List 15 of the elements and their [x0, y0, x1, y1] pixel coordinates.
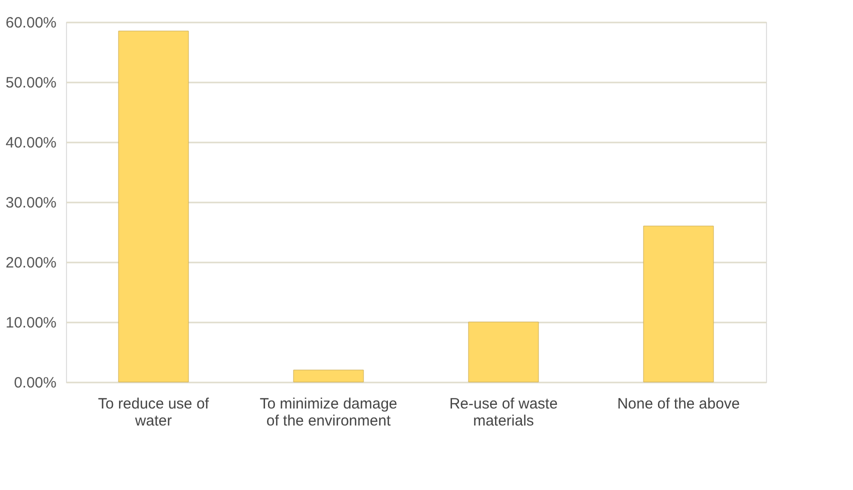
bar — [468, 322, 539, 382]
y-tick-label: 0.00% — [14, 374, 56, 392]
x-tick-label: None of the above — [617, 396, 740, 412]
y-tick-label: 60.00% — [6, 14, 56, 32]
bar — [643, 226, 714, 382]
bar — [118, 30, 189, 382]
bar — [293, 370, 364, 382]
y-tick-label: 50.00% — [6, 74, 56, 92]
y-tick-label: 10.00% — [6, 314, 56, 332]
x-tick-label: To reduce use of water — [98, 396, 210, 430]
y-tick-label: 30.00% — [6, 194, 56, 212]
y-tick-label: 40.00% — [6, 134, 56, 152]
x-tick-label: Re-use of waste materials — [449, 396, 558, 430]
x-tick-label: To minimize damage of the environment — [260, 396, 398, 430]
y-tick-label: 20.00% — [6, 254, 56, 272]
